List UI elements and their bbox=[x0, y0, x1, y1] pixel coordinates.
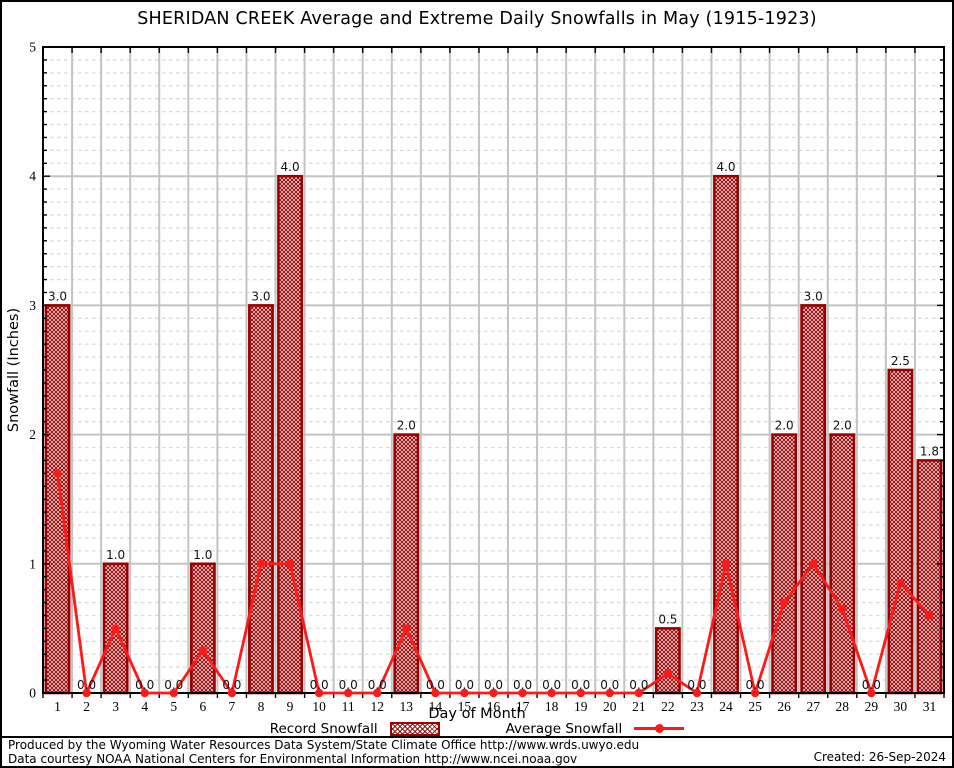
svg-text:10: 10 bbox=[312, 699, 326, 714]
svg-text:0.0: 0.0 bbox=[455, 678, 474, 692]
svg-text:0.0: 0.0 bbox=[222, 678, 241, 692]
plot-area: 3.0 0.0 1.0 0.0 0.0 1.0 0.0 3.0 4.0 0.0 0.0 0.0 2.0 0… bbox=[2, 2, 952, 736]
svg-text:0.0: 0.0 bbox=[629, 678, 648, 692]
svg-text:1.0: 1.0 bbox=[193, 548, 212, 562]
svg-text:13: 13 bbox=[400, 699, 414, 714]
footer-created-date: Created: 26-Sep-2024 bbox=[813, 749, 946, 764]
svg-text:0.0: 0.0 bbox=[310, 678, 329, 692]
svg-text:23: 23 bbox=[690, 699, 704, 714]
chart-region: 3.0 0.0 1.0 0.0 0.0 1.0 0.0 3.0 4.0 0.0 0.0 0.0 2.0 0… bbox=[2, 2, 952, 738]
svg-text:2: 2 bbox=[83, 699, 90, 714]
svg-text:0.0: 0.0 bbox=[862, 678, 881, 692]
svg-text:0.5: 0.5 bbox=[658, 612, 677, 626]
footer-line-data-courtesy: Data courtesy NOAA National Centers for … bbox=[8, 751, 578, 766]
svg-text:0.0: 0.0 bbox=[687, 678, 706, 692]
svg-text:30: 30 bbox=[894, 699, 908, 714]
svg-text:6: 6 bbox=[199, 699, 206, 714]
svg-text:2.0: 2.0 bbox=[833, 419, 852, 433]
svg-text:3.0: 3.0 bbox=[804, 289, 823, 303]
legend-marker-dot-icon bbox=[654, 724, 664, 733]
chart-legend: Record Snowfall Average Snowfall bbox=[2, 720, 952, 737]
svg-text:29: 29 bbox=[865, 699, 879, 714]
svg-text:0: 0 bbox=[29, 686, 36, 701]
snowfall-plot-svg: 3.0 0.0 1.0 0.0 0.0 1.0 0.0 3.0 4.0 0.0 0.0 0.0 2.0 0… bbox=[6, 40, 945, 714]
average-snowfall-line-swatch-icon bbox=[634, 723, 685, 735]
svg-text:17: 17 bbox=[516, 699, 530, 714]
svg-text:1.0: 1.0 bbox=[106, 548, 125, 562]
svg-text:3: 3 bbox=[112, 699, 119, 714]
svg-text:0.0: 0.0 bbox=[746, 678, 765, 692]
svg-text:0.0: 0.0 bbox=[571, 678, 590, 692]
svg-text:1.8: 1.8 bbox=[920, 444, 939, 458]
svg-text:26: 26 bbox=[777, 699, 791, 714]
svg-text:0.0: 0.0 bbox=[513, 678, 532, 692]
svg-text:2: 2 bbox=[29, 427, 36, 442]
svg-text:4: 4 bbox=[141, 699, 148, 714]
svg-text:0.0: 0.0 bbox=[484, 678, 503, 692]
svg-text:19: 19 bbox=[574, 699, 588, 714]
svg-text:14: 14 bbox=[429, 699, 443, 714]
svg-text:0.0: 0.0 bbox=[77, 678, 96, 692]
svg-text:0.0: 0.0 bbox=[542, 678, 561, 692]
svg-text:0.0: 0.0 bbox=[135, 678, 154, 692]
legend-label-record-snowfall: Record Snowfall bbox=[269, 720, 378, 737]
svg-text:12: 12 bbox=[370, 699, 384, 714]
svg-text:0.0: 0.0 bbox=[600, 678, 619, 692]
svg-text:7: 7 bbox=[229, 699, 236, 714]
svg-text:20: 20 bbox=[603, 699, 617, 714]
svg-text:2.0: 2.0 bbox=[397, 419, 416, 433]
x-axis-label: Day of Month bbox=[428, 706, 526, 722]
svg-text:25: 25 bbox=[748, 699, 762, 714]
record-snowfall-hatch-swatch-icon bbox=[389, 721, 440, 736]
svg-text:5: 5 bbox=[170, 699, 177, 714]
svg-text:22: 22 bbox=[661, 699, 675, 714]
svg-text:31: 31 bbox=[923, 699, 937, 714]
svg-text:8: 8 bbox=[258, 699, 265, 714]
svg-text:18: 18 bbox=[545, 699, 559, 714]
svg-text:28: 28 bbox=[836, 699, 850, 714]
svg-text:5: 5 bbox=[29, 40, 36, 55]
svg-text:4: 4 bbox=[29, 169, 36, 184]
svg-text:3: 3 bbox=[29, 298, 36, 313]
svg-text:0.0: 0.0 bbox=[339, 678, 358, 692]
footer: Produced by the Wyoming Water Resources … bbox=[2, 738, 952, 766]
footer-line-produced-by: Produced by the Wyoming Water Resources … bbox=[8, 738, 640, 752]
svg-text:4.0: 4.0 bbox=[716, 160, 735, 174]
svg-text:Snowfall (Inches): Snowfall (Inches) bbox=[6, 308, 22, 432]
legend-label-average-snowfall: Average Snowfall bbox=[505, 720, 623, 737]
svg-text:0.0: 0.0 bbox=[368, 678, 387, 692]
svg-text:15: 15 bbox=[458, 699, 472, 714]
svg-text:9: 9 bbox=[287, 699, 294, 714]
svg-text:2.0: 2.0 bbox=[775, 419, 794, 433]
svg-text:3.0: 3.0 bbox=[251, 289, 270, 303]
svg-text:4.0: 4.0 bbox=[281, 160, 300, 174]
svg-text:21: 21 bbox=[632, 699, 646, 714]
svg-text:3.0: 3.0 bbox=[48, 289, 67, 303]
svg-text:11: 11 bbox=[342, 699, 355, 714]
svg-text:1: 1 bbox=[54, 699, 61, 714]
svg-text:16: 16 bbox=[487, 699, 501, 714]
svg-text:27: 27 bbox=[806, 699, 820, 714]
svg-text:2.5: 2.5 bbox=[891, 354, 910, 368]
svg-text:1: 1 bbox=[29, 556, 36, 571]
svg-text:0.0: 0.0 bbox=[164, 678, 183, 692]
chart-title: SHERIDAN CREEK Average and Extreme Daily… bbox=[137, 9, 817, 29]
svg-text:24: 24 bbox=[719, 699, 733, 714]
svg-text:0.0: 0.0 bbox=[426, 678, 445, 692]
